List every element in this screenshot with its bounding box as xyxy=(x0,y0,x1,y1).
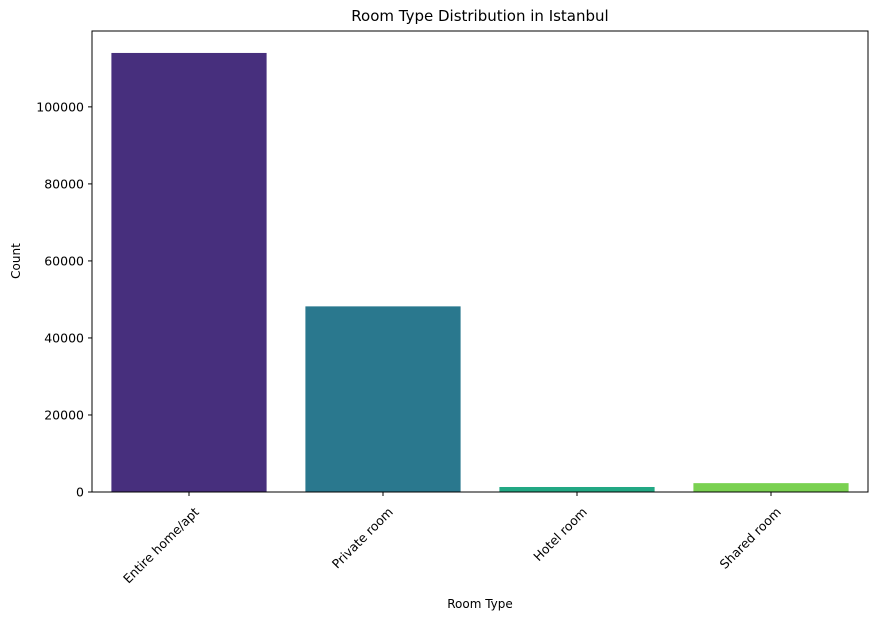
y-tick-label-0: 0 xyxy=(76,485,84,500)
y-tick-label-2: 40000 xyxy=(44,330,84,345)
x-tick-label-1: Private room xyxy=(329,504,396,571)
y-tick-label-3: 60000 xyxy=(44,253,84,268)
plot-frame xyxy=(91,30,869,493)
chart-title: Room Type Distribution in Istanbul xyxy=(351,7,608,25)
x-tick-label-0: Entire home/apt xyxy=(120,504,202,586)
y-tick-label-5: 100000 xyxy=(36,99,84,114)
x-tick-label-3: Shared room xyxy=(716,504,783,571)
bar-0 xyxy=(111,52,267,492)
x-axis-ticks: Entire home/apt Private room Hotel room Sha… xyxy=(120,492,784,586)
bar-1 xyxy=(305,306,461,492)
x-tick-label-2: Hotel room xyxy=(530,504,590,564)
bars-group xyxy=(111,52,849,492)
y-axis-label: Count xyxy=(9,243,23,279)
y-axis-ticks: 0 20000 40000 60000 80000 100000 xyxy=(36,99,92,500)
bar-3 xyxy=(693,483,849,492)
bar-2 xyxy=(499,486,655,492)
y-tick-label-1: 20000 xyxy=(44,407,84,422)
x-axis-label: Room Type xyxy=(447,597,513,611)
y-tick-label-4: 80000 xyxy=(44,176,84,191)
